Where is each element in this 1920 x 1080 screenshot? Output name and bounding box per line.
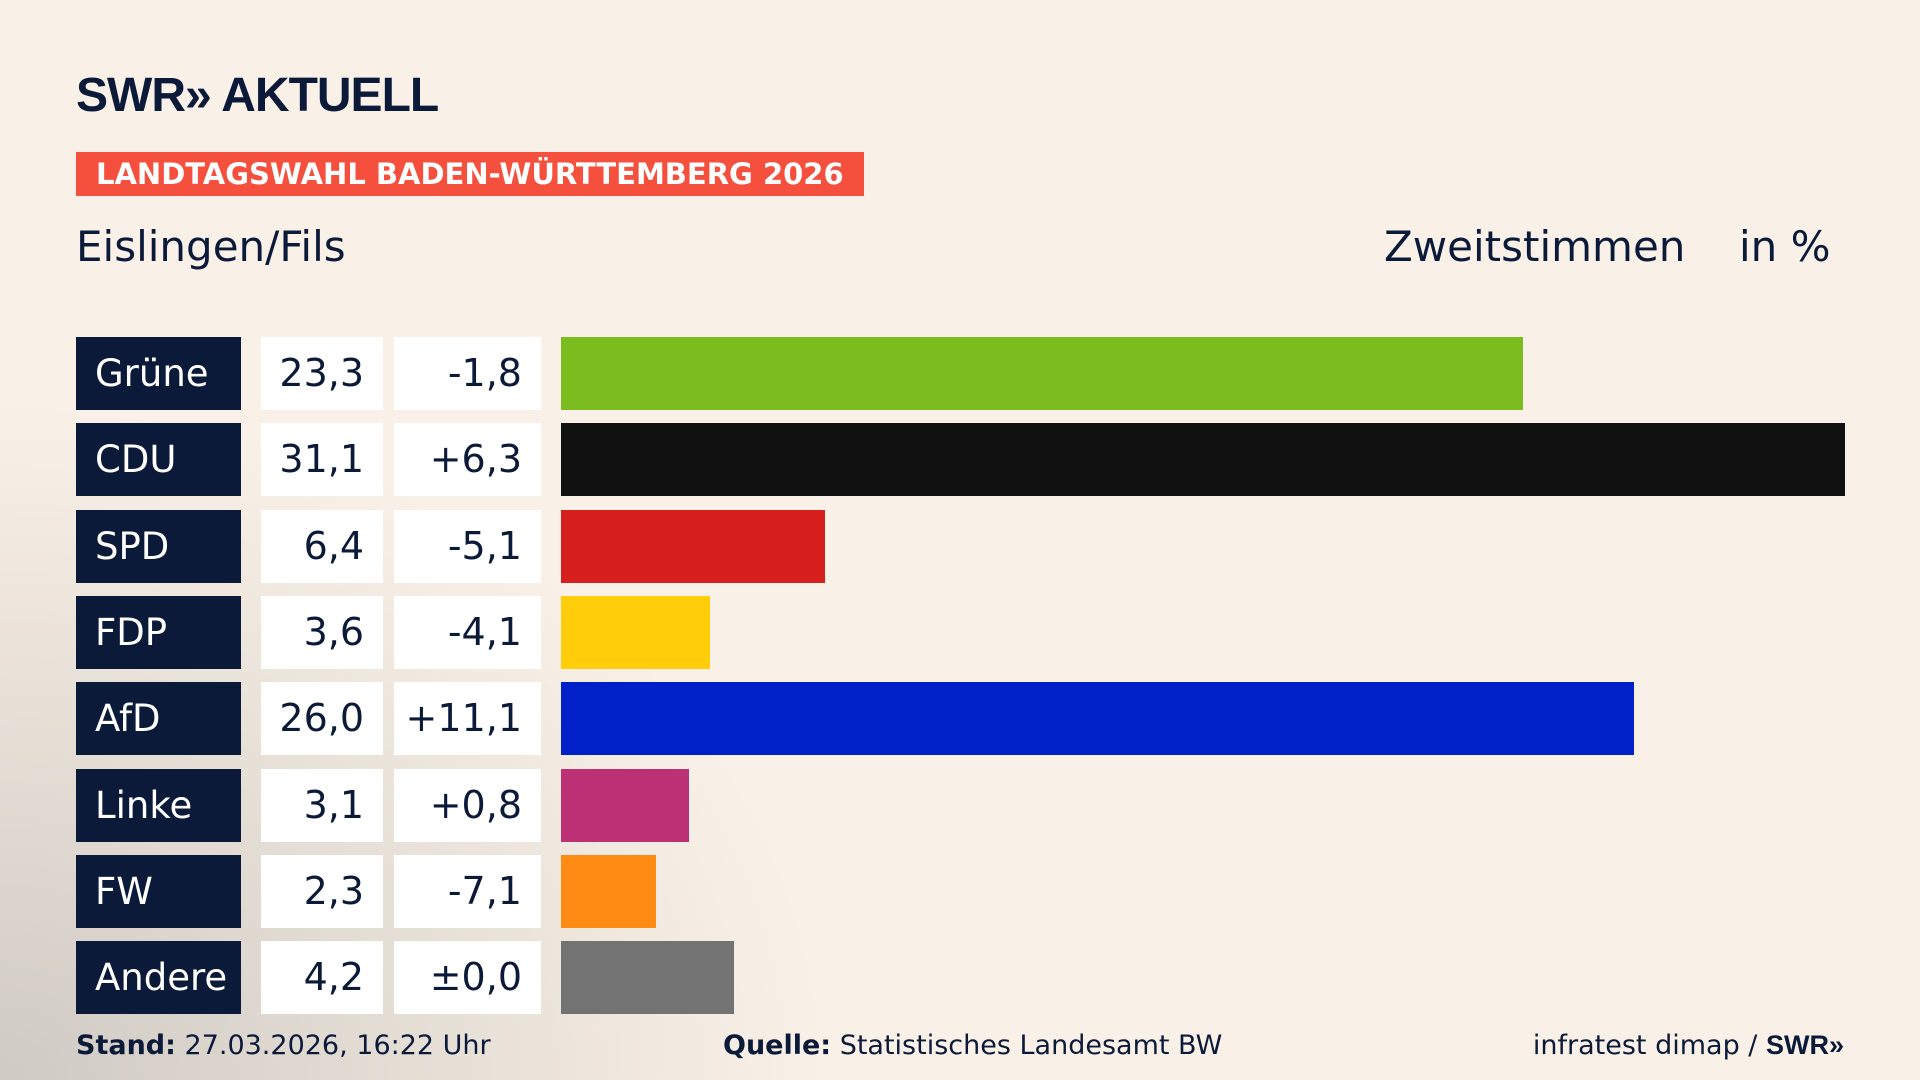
- party-bar: [561, 337, 1523, 410]
- party-change: +6,3: [394, 423, 541, 497]
- party-name: SPD: [76, 509, 241, 583]
- timestamp: Stand: 27.03.2026, 16:22 Uhr: [76, 1030, 491, 1061]
- unit-label: in %: [1739, 222, 1831, 271]
- stand-label: Stand:: [76, 1030, 176, 1061]
- party-row: FDP 3,6 -4,1: [0, 595, 1920, 669]
- party-value: 4,2: [261, 941, 383, 1015]
- party-name: AfD: [76, 682, 241, 756]
- swr-logo: SWR»: [1765, 1030, 1844, 1060]
- party-bar: [561, 423, 1845, 497]
- election-banner: LANDTAGSWAHL BADEN-WÜRTTEMBERG 2026: [76, 152, 864, 196]
- source-label: Quelle:: [723, 1030, 832, 1061]
- party-bar: [561, 509, 826, 583]
- credit: infratest dimap / SWR»: [1533, 1030, 1844, 1061]
- party-row: SPD 6,4 -5,1: [0, 509, 1920, 583]
- party-change: -7,1: [394, 854, 541, 928]
- party-name: FW: [76, 854, 241, 928]
- party-value: 3,6: [261, 595, 383, 669]
- party-change: -1,8: [394, 337, 541, 410]
- party-name: FDP: [76, 595, 241, 669]
- party-name: Linke: [76, 768, 241, 842]
- party-change: +0,8: [394, 768, 541, 842]
- party-name: Grüne: [76, 337, 241, 410]
- party-change: -5,1: [394, 509, 541, 583]
- credit-text: infratest dimap /: [1532, 1030, 1766, 1061]
- party-value: 6,4: [261, 509, 383, 583]
- swr-aktuell-logo: SWR» AKTUELL: [76, 69, 439, 122]
- party-value: 2,3: [261, 854, 383, 928]
- party-row: FW 2,3 -7,1: [0, 854, 1920, 928]
- party-change: ±0,0: [394, 941, 541, 1015]
- source: Quelle: Statistisches Landesamt BW: [723, 1030, 1222, 1061]
- party-row: AfD 26,0 +11,1: [0, 682, 1920, 756]
- party-bar: [561, 595, 710, 669]
- party-bar: [561, 854, 656, 928]
- party-change: +11,1: [394, 682, 541, 756]
- party-value: 3,1: [261, 768, 383, 842]
- party-row: Linke 3,1 +0,8: [0, 768, 1920, 842]
- party-change: -4,1: [394, 595, 541, 669]
- vote-type-label: Zweitstimmen: [1384, 222, 1686, 271]
- party-row: Grüne 23,3 -1,8: [0, 337, 1920, 410]
- party-name: Andere: [76, 941, 241, 1015]
- party-bar: [561, 941, 735, 1015]
- party-value: 23,3: [261, 337, 383, 410]
- party-value: 26,0: [261, 682, 383, 756]
- stand-value: 27.03.2026, 16:22 Uhr: [184, 1030, 491, 1061]
- party-bar: [561, 768, 689, 842]
- party-name: CDU: [76, 423, 241, 497]
- constituency-title: Eislingen/Fils: [76, 222, 346, 271]
- party-row: Andere 4,2 ±0,0: [0, 941, 1920, 1015]
- party-bar: [561, 682, 1635, 756]
- party-row: CDU 31,1 +6,3: [0, 423, 1920, 497]
- source-value: Statistisches Landesamt BW: [839, 1030, 1223, 1061]
- party-value: 31,1: [261, 423, 383, 497]
